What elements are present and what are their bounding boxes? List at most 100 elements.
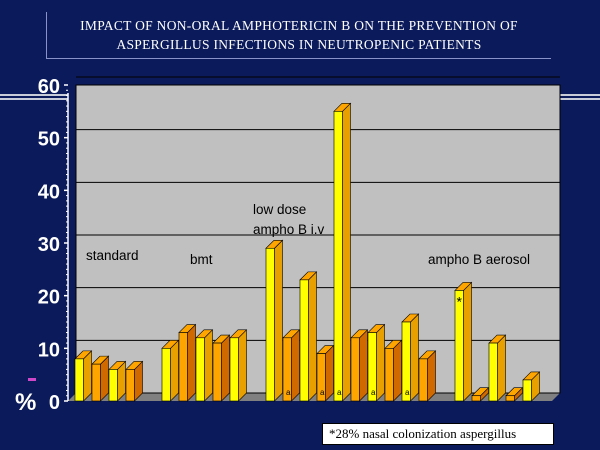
bar-front [471, 395, 481, 402]
bar-front [212, 342, 222, 402]
bar [229, 329, 248, 402]
bar: a [333, 102, 352, 402]
y-tick-label: 10 [38, 339, 60, 361]
percent-label: % [15, 389, 36, 416]
bar [505, 387, 524, 402]
decor-line-left-1 [0, 94, 68, 96]
group-label: bmt [190, 252, 213, 267]
y-tick-label: 40 [38, 181, 60, 203]
y-axis: 0 10 20 30 40 50 60 [38, 76, 69, 414]
bar-side [427, 350, 436, 402]
title-box: IMPACT OF NON-ORAL AMPHOTERICIN B ON THE… [46, 12, 551, 59]
bar-marker: a [337, 388, 342, 397]
footnote: *28% nasal colonization aspergillus [322, 423, 554, 445]
bar-front [91, 363, 101, 402]
bar-side [170, 339, 179, 402]
bar [265, 239, 284, 402]
y-tick-label: 60 [38, 76, 60, 98]
bar-front [108, 369, 118, 402]
bar-marker: a [405, 388, 410, 397]
bar-front [384, 348, 394, 402]
plot-wall [75, 84, 561, 394]
bar: a [316, 344, 335, 402]
bar-front [350, 337, 360, 402]
bar-front [195, 337, 205, 402]
bar-front [316, 353, 326, 402]
bar [471, 387, 490, 402]
bar-front [522, 379, 532, 402]
bar-front [333, 111, 343, 402]
bar-front [299, 279, 309, 402]
bar-side [204, 329, 213, 402]
decor-line-left-2 [0, 98, 68, 100]
bar-marker: a [371, 388, 376, 397]
bar-side [342, 102, 351, 402]
group-label: ampho B aerosol [428, 252, 530, 267]
bar-front [74, 358, 84, 402]
bar-front [125, 369, 135, 402]
bar: * [454, 281, 473, 402]
bar [74, 350, 93, 402]
bar-side [497, 334, 506, 402]
decor-line-right-2 [560, 98, 600, 100]
bar-front [161, 348, 171, 402]
bar: a [282, 329, 301, 402]
bar-side [359, 329, 368, 402]
bar-side [463, 281, 472, 402]
title-line-2: ASPERGILLUS INFECTIONS IN NEUTROPENIC PA… [116, 37, 482, 52]
bar [91, 355, 110, 402]
bar-side [221, 334, 230, 402]
bar-side [376, 323, 385, 402]
bar-front [488, 342, 498, 402]
gridlines [76, 76, 560, 341]
bar-front [505, 395, 515, 402]
bar-side [308, 271, 317, 402]
bar [178, 323, 197, 402]
bar [522, 371, 541, 402]
bar-front [265, 247, 275, 402]
y-tick-label: 50 [38, 129, 60, 151]
y-tick-label: 20 [38, 287, 60, 309]
bar-front [282, 337, 292, 402]
bar-side [291, 329, 300, 402]
bar-front [178, 332, 188, 402]
bar-side [410, 313, 419, 402]
bar-marker: a [286, 388, 291, 397]
bar [161, 339, 180, 402]
bar-side [83, 350, 92, 402]
group-label: low dose [253, 202, 306, 217]
bar [299, 271, 318, 402]
bar-front [418, 358, 428, 402]
bar-marker: a [320, 388, 325, 397]
bar: a [401, 313, 420, 402]
bar-front [229, 337, 239, 402]
bar [418, 350, 437, 402]
bar [108, 360, 127, 402]
bar-side [187, 323, 196, 402]
percent-dash [28, 378, 36, 381]
bar-side [274, 239, 283, 402]
bar-front [454, 290, 464, 402]
bar [212, 334, 231, 402]
y-tick-label: 30 [38, 234, 60, 256]
y-tick-label: 0 [49, 392, 60, 414]
bar [125, 360, 144, 402]
bar-front [401, 321, 411, 402]
bar [384, 339, 403, 402]
bar [488, 334, 507, 402]
bar-star-marker: * [457, 293, 463, 309]
bar [195, 329, 214, 402]
title-line-1: IMPACT OF NON-ORAL AMPHOTERICIN B ON THE… [80, 18, 518, 33]
group-labels: standard bmt low dose ampho B i.v ampho B ae… [86, 202, 530, 267]
bar-side [325, 344, 334, 402]
bar [350, 329, 369, 402]
bar-side [393, 339, 402, 402]
bar-front [367, 332, 377, 402]
bar: a [367, 323, 386, 402]
bar-side [238, 329, 247, 402]
decor-line-right-1 [560, 94, 600, 96]
group-label: ampho B i.v [253, 222, 325, 237]
bars: a a a a a * [74, 102, 541, 402]
